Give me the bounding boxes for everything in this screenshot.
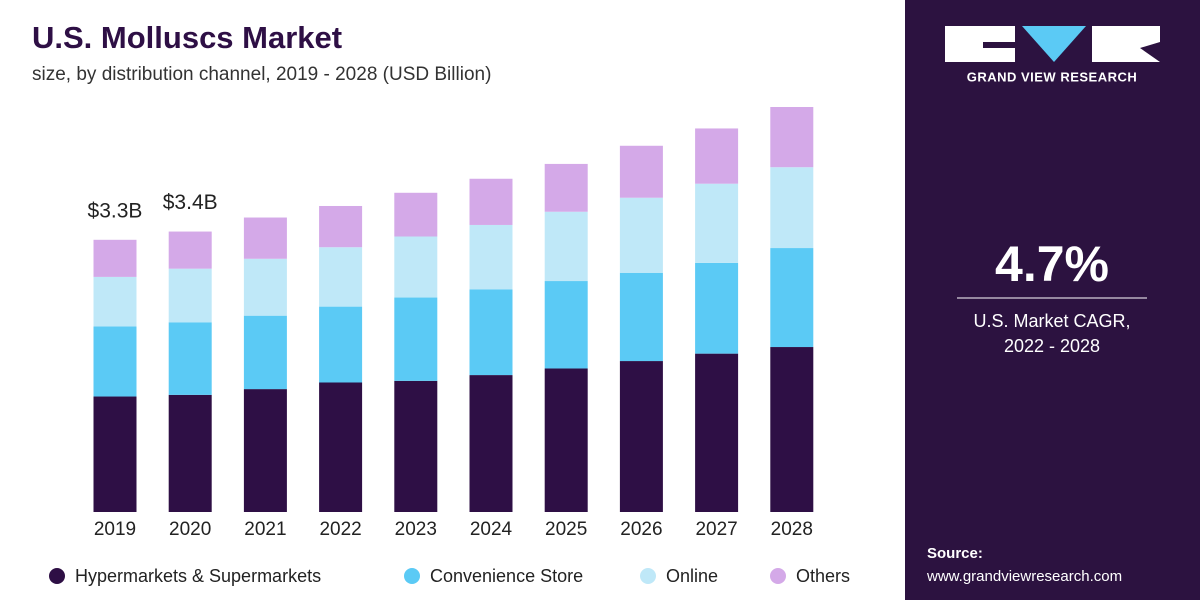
legend-label: Others xyxy=(796,566,850,586)
brand: GRAND VIEW RESEARCH xyxy=(967,69,1138,84)
bar-segment xyxy=(469,178,513,225)
x-tick-label: 2026 xyxy=(620,519,662,540)
legend: Hypermarkets & Supermarkets Convenience S… xyxy=(49,566,850,586)
legend-swatch xyxy=(404,568,420,584)
bar-segment xyxy=(319,306,363,383)
bar-segment xyxy=(544,368,588,512)
bar-segment xyxy=(619,272,663,362)
bar-segment xyxy=(319,247,363,307)
legend-label: Convenience Store xyxy=(430,566,583,586)
cagr-value: 4.7% xyxy=(995,236,1109,292)
bar-segment xyxy=(394,192,438,237)
bar-segment xyxy=(770,107,814,168)
cagr-caption: 2022 - 2028 xyxy=(1004,336,1100,356)
bar-segment xyxy=(544,281,588,369)
bar-segment xyxy=(619,197,663,273)
bar-segment xyxy=(168,322,212,395)
legend-label: Hypermarkets & Supermarkets xyxy=(75,566,321,586)
bar-segment xyxy=(695,353,739,512)
x-tick-label: 2023 xyxy=(395,519,437,540)
bar-segment xyxy=(243,315,287,390)
cagr-caption: U.S. Market CAGR, xyxy=(973,311,1130,331)
bar-segment xyxy=(469,224,513,290)
logo-r xyxy=(1092,26,1160,62)
sidebar xyxy=(905,0,1200,600)
bar-segment xyxy=(243,389,287,512)
bar-segment xyxy=(695,183,739,263)
bar-segment xyxy=(93,276,137,327)
bar-segment xyxy=(319,205,363,248)
x-tick-label: 2024 xyxy=(470,519,513,540)
bar-segment xyxy=(394,297,438,381)
x-tick-label: 2022 xyxy=(319,519,361,540)
logo-g xyxy=(945,26,1015,62)
total-label: $3.4B xyxy=(163,191,218,214)
bar-segment xyxy=(394,380,438,512)
bar-segment xyxy=(243,258,287,316)
x-tick-label: 2025 xyxy=(545,519,587,540)
total-label: $3.3B xyxy=(88,199,143,222)
x-tick-label: 2020 xyxy=(169,519,211,540)
source-url: www.grandviewresearch.com xyxy=(926,568,1122,585)
bar-segment xyxy=(619,145,663,198)
logo xyxy=(945,26,1160,62)
bar-segment xyxy=(394,236,438,298)
bar-segment xyxy=(770,347,814,512)
x-tick-label: 2028 xyxy=(771,519,813,540)
bar-segment xyxy=(93,396,137,512)
bar-segment xyxy=(619,361,663,512)
bar-segment xyxy=(168,231,212,269)
bar-segment xyxy=(469,375,513,512)
bar-segment xyxy=(770,167,814,249)
bar-segment xyxy=(168,268,212,323)
chart-background xyxy=(0,0,905,600)
bar-segment xyxy=(770,248,814,348)
bar-segment xyxy=(544,211,588,282)
bar-segment xyxy=(93,326,137,397)
plot: 2019 2020 2021 2022 2023 2024 2025 2026 2027 2028… xyxy=(88,107,814,540)
x-tick-label: 2019 xyxy=(94,519,136,540)
bar-segment xyxy=(319,382,363,512)
source-label: Source: xyxy=(927,545,983,562)
bar-segment xyxy=(544,163,588,212)
x-tick-label: 2021 xyxy=(244,519,286,540)
legend-swatch xyxy=(640,568,656,584)
bar-segment xyxy=(93,239,137,277)
bar-segment xyxy=(695,128,739,184)
legend-label: Online xyxy=(666,566,718,586)
bar-segment xyxy=(469,289,513,376)
chart-title: U.S. Molluscs Market xyxy=(32,20,342,55)
legend-swatch xyxy=(770,568,786,584)
logo-v xyxy=(1022,26,1086,62)
legend-swatch xyxy=(49,568,65,584)
bar-segment xyxy=(168,394,212,512)
chart-subtitle: size, by distribution channel, 2019 - 20… xyxy=(32,64,491,85)
bar-segment xyxy=(243,217,287,259)
bar-segment xyxy=(695,262,739,354)
x-tick-label: 2027 xyxy=(695,519,737,540)
